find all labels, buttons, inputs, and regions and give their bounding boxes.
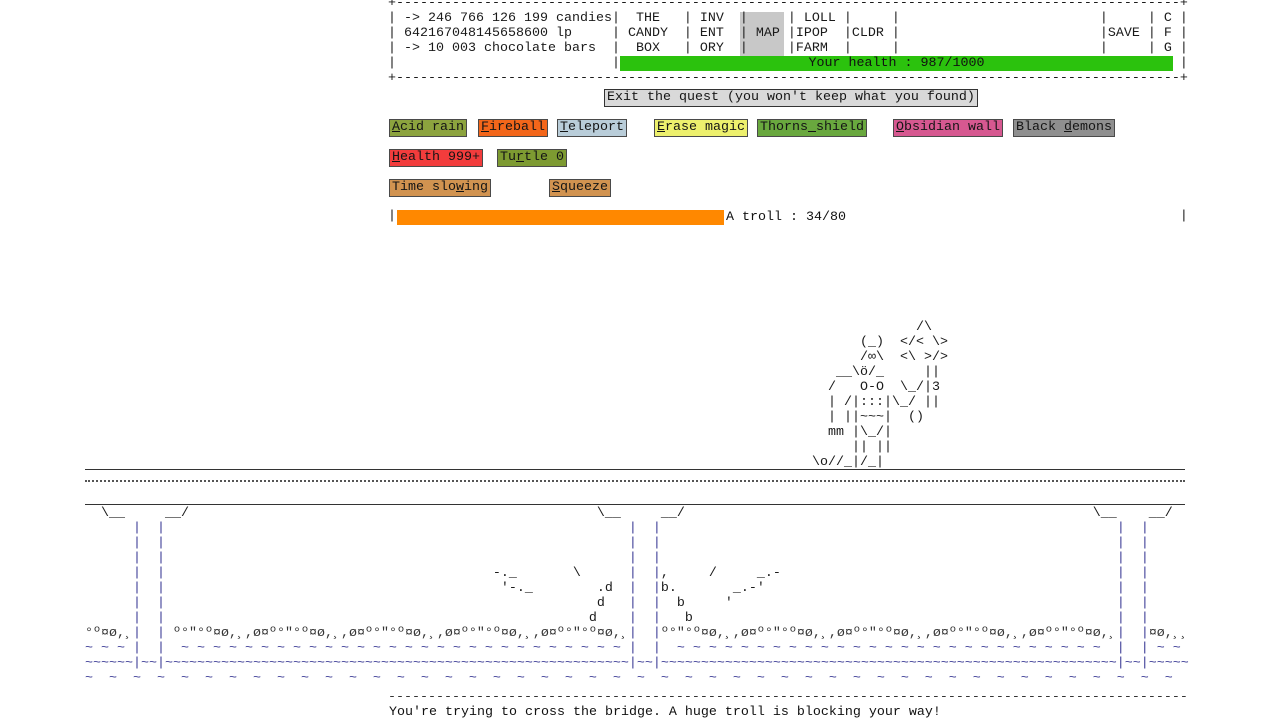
- spell-health-999-button[interactable]: Health 999+: [389, 149, 483, 167]
- health-bar-label: Your health : 987/1000: [808, 56, 985, 71]
- spell-time-slowing-button[interactable]: Time slowing: [389, 179, 491, 197]
- troll-hp-bar: [397, 210, 724, 225]
- spell-squeeze-button[interactable]: Squeeze: [549, 179, 611, 197]
- spell-obsidian-wall-button[interactable]: Obsidian wall: [893, 119, 1003, 137]
- spell-erase-magic-button[interactable]: Erase magic: [654, 119, 748, 137]
- spell-thorns-shield-button[interactable]: Thorns shield: [757, 119, 867, 137]
- spell-teleport-button[interactable]: Teleport: [557, 119, 627, 137]
- ground-dotted-line: [85, 480, 1185, 482]
- selected-tab-background: [740, 12, 784, 56]
- tab-inventory[interactable]: [692, 12, 736, 56]
- exit-quest-button[interactable]: Exit the quest (you won't keep what you …: [604, 89, 978, 107]
- troll-ascii-art: /\ (_) </< \> /∞\ <\ >/> __\ö/_ || / O-O…: [812, 320, 948, 470]
- tab-cldr[interactable]: [848, 12, 894, 56]
- tab-candy-box[interactable]: [620, 12, 684, 56]
- tab-save[interactable]: [1104, 12, 1146, 56]
- bridge-water-ascii-scene: \__ __/ \__ __/ \__ __/ | |: [85, 506, 1189, 686]
- tab-lollipop-farm[interactable]: [792, 12, 840, 56]
- log-separator: ----------------------------------------…: [388, 690, 1188, 705]
- status-box-frame: +---------------------------------------…: [388, 0, 1188, 86]
- troll-hp-label: A troll : 34/80: [726, 210, 846, 225]
- spell-turtle-0-button[interactable]: Turtle 0: [497, 149, 567, 167]
- ground-line: [85, 469, 1185, 470]
- spell-black-demons-button[interactable]: Black demons: [1013, 119, 1115, 137]
- bridge-deck-line: [85, 504, 1185, 505]
- quest-log-message: You're trying to cross the bridge. A hug…: [389, 705, 941, 720]
- spell-fireball-button[interactable]: Fireball: [478, 119, 548, 137]
- tab-map[interactable]: [740, 12, 784, 56]
- health-bar: [620, 56, 1173, 71]
- spell-acid-rain-button[interactable]: Acid rain: [389, 119, 467, 137]
- quest-frame-row: | |: [388, 209, 1188, 224]
- tab-cfg[interactable]: [1156, 12, 1182, 56]
